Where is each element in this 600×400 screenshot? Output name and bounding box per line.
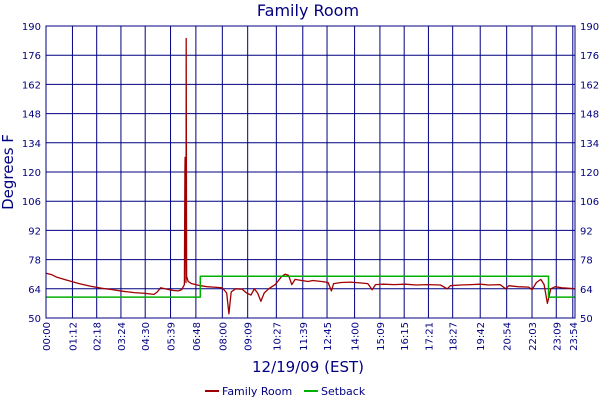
y-tick-label-left: 176 [22, 51, 41, 62]
y-tick-label-right: 148 [580, 110, 599, 121]
y-tick-label-left: 162 [22, 80, 41, 91]
x-tick-label: 14:00 [351, 322, 362, 351]
x-tick-label: 15:09 [376, 322, 387, 351]
y-tick-label-left: 120 [22, 168, 41, 179]
x-tick-label: 02:18 [93, 322, 104, 351]
series-line-setback [46, 275, 575, 298]
x-tick-label: 10:27 [272, 322, 283, 351]
legend-label-family-room: Family Room [222, 385, 292, 398]
x-tick-label: 00:00 [42, 322, 53, 351]
y-tick-label-left: 64 [28, 285, 41, 296]
y-tick-label-right: 134 [580, 139, 599, 150]
x-tick-label: 23:54 [569, 322, 580, 351]
y-tick-label-left: 78 [28, 256, 41, 267]
x-tick-label: 05:39 [167, 322, 178, 351]
y-tick-label-right: 162 [580, 80, 599, 91]
x-tick-label: 16:15 [400, 322, 411, 351]
x-tick-label: 18:27 [449, 322, 460, 351]
series-line-family-room [45, 37, 576, 315]
y-tick-label-right: 92 [580, 226, 593, 237]
y-tick-label-left: 190 [22, 22, 41, 33]
x-tick-label: 17:21 [424, 322, 435, 351]
grid [45, 25, 575, 319]
x-tick-label: 03:24 [117, 322, 128, 351]
x-tick-label: 04:30 [141, 322, 152, 351]
x-tick-label: 09:09 [244, 322, 255, 351]
x-tick-label: 06:48 [192, 322, 203, 351]
chart-title: Family Room [257, 1, 359, 20]
series-layer [45, 37, 576, 315]
tick-labels: 50 50 64 64 78 78 92 92 106 106 120 120 134 134 148 148… [22, 22, 599, 351]
y-tick-label-left: 148 [22, 110, 41, 121]
y-tick-label-right: 78 [580, 256, 593, 267]
x-tick-label: 08:00 [218, 322, 229, 351]
y-tick-label-left: 134 [22, 139, 41, 150]
x-tick-label: 11:39 [299, 322, 310, 351]
y-tick-label-right: 50 [580, 314, 593, 325]
legend-label-setback: Setback [321, 385, 366, 398]
legend: Family Room Setback [205, 385, 366, 398]
y-tick-label-right: 190 [580, 22, 599, 33]
plot-frame [45, 25, 576, 319]
x-tick-label: 20:54 [503, 322, 514, 351]
x-tick-label: 22:03 [528, 322, 539, 351]
y-tick-label-left: 106 [22, 197, 41, 208]
y-tick-label-right: 176 [580, 51, 599, 62]
x-tick-label: 12:45 [323, 322, 334, 351]
y-tick-label-left: 50 [28, 314, 41, 325]
y-tick-label-right: 106 [580, 197, 599, 208]
y-tick-label-left: 92 [28, 226, 41, 237]
x-tick-label: 01:12 [68, 322, 79, 351]
x-tick-label: 23:09 [552, 322, 563, 351]
y-axis-label: Degrees F [0, 134, 17, 210]
x-axis-label: 12/19/09 (EST) [252, 358, 364, 376]
y-tick-label-right: 120 [580, 168, 599, 179]
y-tick-label-right: 64 [580, 285, 593, 296]
x-tick-label: 19:42 [476, 322, 487, 351]
